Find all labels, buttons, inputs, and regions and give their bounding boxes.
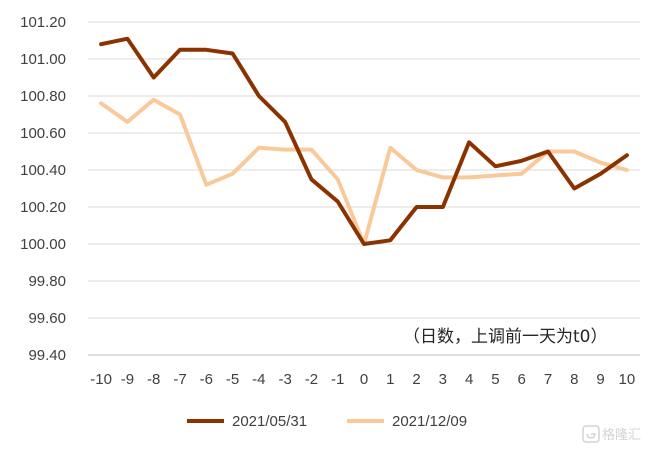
- legend-label-series-1: 2021/05/31: [232, 413, 307, 430]
- x-tick-label: -2: [305, 371, 318, 388]
- legend: 2021/05/31 2021/12/09: [187, 413, 467, 430]
- legend-item-series-2: 2021/12/09: [347, 413, 467, 430]
- legend-item-series-1: 2021/05/31: [187, 413, 307, 430]
- x-tick-label: 1: [386, 371, 394, 388]
- x-tick-label: -6: [200, 371, 213, 388]
- chart-annotation: （日数，上调前一天为t0）: [403, 327, 607, 347]
- y-axis-ticks: 99.40 99.60 99.80 100.00 100.20 100.40 100.60 1…: [20, 14, 66, 364]
- watermark: 格隆汇: [582, 425, 641, 443]
- x-tick-label: -4: [252, 371, 265, 388]
- x-tick-label: 10: [619, 371, 636, 388]
- y-tick-label: 99.40: [28, 347, 66, 364]
- x-tick-label: -7: [173, 371, 186, 388]
- x-tick-label: 8: [570, 371, 578, 388]
- y-tick-label: 99.60: [28, 310, 66, 327]
- y-tick-label: 100.20: [20, 199, 66, 216]
- x-tick-label: 7: [544, 371, 552, 388]
- y-tick-label: 100.00: [20, 236, 66, 253]
- x-tick-label: -9: [121, 371, 134, 388]
- x-tick-label: -10: [90, 371, 112, 388]
- x-tick-label: 2: [412, 371, 420, 388]
- x-tick-label: 9: [596, 371, 604, 388]
- legend-label-series-2: 2021/12/09: [392, 413, 467, 430]
- gridlines: [88, 21, 640, 319]
- y-tick-label: 101.20: [20, 14, 66, 31]
- brand-logo-icon: [582, 425, 600, 443]
- x-axis-ticks: -10 -9 -8 -7 -6 -5 -4 -3 -2 -1 0 1 2 3 4 5 6 7 8 9 10: [90, 371, 635, 388]
- y-tick-label: 101.00: [20, 51, 66, 68]
- x-tick-label: -1: [331, 371, 344, 388]
- series-line-2: [99, 97, 629, 246]
- y-tick-label: 100.40: [20, 162, 66, 179]
- x-tick-label: 6: [518, 371, 526, 388]
- y-tick-label: 99.80: [28, 273, 66, 290]
- x-tick-label: 3: [439, 371, 447, 388]
- series-line-1: [99, 36, 629, 246]
- x-tick-label: 0: [360, 371, 368, 388]
- y-tick-label: 100.60: [20, 125, 66, 142]
- y-tick-label: 100.80: [20, 88, 66, 105]
- series-lines: [99, 36, 629, 246]
- x-tick-label: 5: [491, 371, 499, 388]
- x-tick-label: -3: [278, 371, 291, 388]
- x-tick-label: 4: [465, 371, 473, 388]
- watermark-text: 格隆汇: [602, 427, 641, 443]
- x-tick-label: -5: [226, 371, 239, 388]
- x-tick-label: -8: [147, 371, 160, 388]
